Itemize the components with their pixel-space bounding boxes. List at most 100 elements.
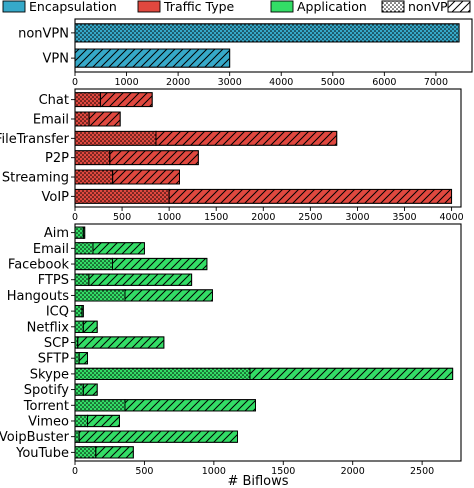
xtick-label: 1000 <box>114 77 138 88</box>
bar-icq-nonvpn-pattern <box>74 305 83 318</box>
ytick-label-sftp: SFTP <box>38 352 69 367</box>
bar-ftps-vpn-pattern <box>88 273 193 286</box>
bar-streaming-vpn-pattern <box>112 169 180 185</box>
bar-voip-vpn-pattern <box>168 188 453 204</box>
ytick-label-netflix: Netflix <box>27 320 70 335</box>
xtick-label: 4000 <box>439 212 463 223</box>
xtick-label: 2000 <box>251 212 275 223</box>
bar-chat-nonvpn-pattern <box>74 92 101 108</box>
ytick-label-filetransfer: FileTransfer <box>0 132 70 147</box>
legend-label-nonvpn: nonVPN <box>408 0 457 14</box>
xtick-label: 3500 <box>392 212 416 223</box>
ytick-label-scp: SCP <box>44 336 69 351</box>
ytick-label-youtube: YouTube <box>15 446 69 461</box>
xtick-label: 1500 <box>271 466 295 477</box>
ytick-label-p2p: P2P <box>45 151 69 166</box>
ytick-label-vpn: VPN <box>43 52 69 67</box>
bar-netflix-nonvpn-pattern <box>74 320 84 333</box>
bar-nonvpn-s0-pattern <box>74 23 460 43</box>
legend-pattern-nonvpn <box>381 0 405 13</box>
bar-streaming-nonvpn-pattern <box>74 169 114 185</box>
xtick-label: 3000 <box>218 77 242 88</box>
xtick-label: 500 <box>113 212 131 223</box>
bar-aim-nonvpn-pattern <box>74 226 84 239</box>
ytick-label-torrent: Torrent <box>23 399 69 414</box>
ytick-label-email: Email <box>33 242 69 257</box>
bar-sftp-vpn-pattern <box>78 352 88 365</box>
bar-youtube-nonvpn-pattern <box>74 446 97 459</box>
ytick-label-hangouts: Hangouts <box>7 289 70 304</box>
bar-filetransfer-vpn-pattern <box>155 130 338 146</box>
bar-vpn-s1-pattern <box>74 48 231 68</box>
bar-facebook-nonvpn-pattern <box>74 257 113 271</box>
xtick-label: 3000 <box>345 212 369 223</box>
bar-spotify-nonvpn-pattern <box>74 383 84 396</box>
xtick-label: 5000 <box>321 77 345 88</box>
xtick-label: 6000 <box>372 77 396 88</box>
bar-torrent-nonvpn-pattern <box>74 399 126 412</box>
ytick-label-spotify: Spotify <box>24 383 70 398</box>
xtick-label: 2000 <box>341 466 365 477</box>
panel-frame <box>74 18 473 73</box>
bar-vimeo-vpn-pattern <box>87 414 120 428</box>
ytick-label-skype: Skype <box>30 367 69 382</box>
bar-p2p-nonvpn-pattern <box>74 150 111 166</box>
legend-label-encapsulation: Encapsulation <box>29 0 117 14</box>
legend-pattern-vpn <box>447 0 471 13</box>
legend-swatch-traffic-type <box>137 0 161 13</box>
bar-filetransfer-nonvpn-pattern <box>74 130 157 146</box>
bar-chat-vpn-pattern <box>99 92 153 108</box>
legend-item-encapsulation: Encapsulation <box>2 0 117 14</box>
bar-voipbuster-vpn-pattern <box>78 430 238 443</box>
bar-netflix-vpn-pattern <box>82 320 98 333</box>
panel-frame <box>74 88 462 208</box>
bar-hangouts-nonvpn-pattern <box>74 289 126 302</box>
legend-swatch-encapsulation <box>2 0 26 13</box>
bar-skype-vpn-pattern <box>249 367 454 380</box>
xtick-label: 2500 <box>410 466 434 477</box>
bar-torrent-vpn-pattern <box>124 399 256 412</box>
xtick-label: 0 <box>72 212 78 223</box>
ytick-label-voip: VoIP <box>41 190 69 205</box>
xtick-label: 4000 <box>269 77 293 88</box>
bar-ftps-nonvpn-pattern <box>74 273 90 286</box>
bar-icq-vpn-pattern <box>81 305 84 318</box>
legend-item-vpn: VPN <box>447 0 471 13</box>
legend-item-nonvpn: nonVPN <box>381 0 457 14</box>
x-axis-label: # Biflows <box>227 474 288 488</box>
bar-email-vpn-pattern <box>88 111 121 127</box>
legend-item-traffic-type: Traffic Type <box>137 0 235 14</box>
xtick-label: 0 <box>72 77 78 88</box>
ytick-label-ftps: FTPS <box>38 273 69 288</box>
ytick-label-vimeo: Vimeo <box>28 414 69 429</box>
legend-label-traffic-type: Traffic Type <box>163 0 235 14</box>
xtick-label: 0 <box>72 466 78 477</box>
panel-3: AimEmailFacebookFTPSHangoutsICQNetflixSC… <box>0 223 462 488</box>
ytick-label-email: Email <box>33 112 69 127</box>
panel-frame <box>74 223 462 462</box>
xtick-label: 2500 <box>298 212 322 223</box>
bar-voip-nonvpn-pattern <box>74 188 170 204</box>
ytick-label-aim: Aim <box>44 226 69 241</box>
bar-email-vpn-pattern <box>92 242 145 255</box>
xtick-label: 7000 <box>424 77 448 88</box>
bar-scp-vpn-pattern <box>77 336 165 349</box>
bar-vimeo-nonvpn-pattern <box>74 414 88 428</box>
bar-skype-nonvpn-pattern <box>74 367 251 380</box>
ytick-label-nonvpn: nonVPN <box>18 26 69 41</box>
xtick-label: 2000 <box>166 77 190 88</box>
bar-aim-vpn-pattern <box>82 226 86 239</box>
ytick-label-voipbuster: VoipBuster <box>0 430 70 445</box>
bar-youtube-vpn-pattern <box>95 446 134 459</box>
bar-email-nonvpn-pattern <box>74 242 94 255</box>
legend-label-application: Application <box>297 0 367 14</box>
ytick-label-streaming: Streaming <box>2 171 69 186</box>
xtick-label: 500 <box>135 466 153 477</box>
bar-voipbuster-nonvpn-pattern <box>74 430 80 443</box>
xtick-label: 1000 <box>157 212 181 223</box>
xtick-label: 1000 <box>202 466 226 477</box>
